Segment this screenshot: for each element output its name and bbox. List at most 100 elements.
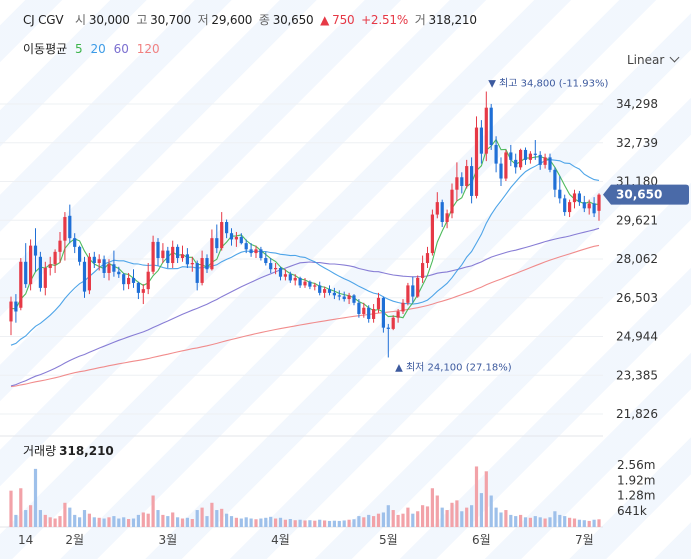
candle (484, 91, 488, 162)
current-price-tag: 30,650 (603, 184, 689, 205)
volume-bar (396, 514, 400, 527)
volume-bar (303, 520, 307, 527)
open-label: 시 (75, 13, 86, 27)
candle (308, 280, 312, 290)
candle-body (225, 222, 229, 234)
volume-bar (430, 488, 434, 527)
candle (597, 193, 601, 221)
candle-body (323, 289, 327, 293)
candle-body (523, 149, 528, 160)
candle-body (391, 317, 395, 329)
x-tick-label: 14 (18, 533, 33, 547)
volume-bar (68, 507, 72, 527)
volume-bar (131, 518, 136, 527)
y-tick-label: 28,062 (616, 252, 658, 266)
volume-bar (156, 510, 160, 527)
candle-body (29, 245, 33, 285)
candle-body (450, 189, 454, 214)
volume-bar (151, 495, 155, 527)
volume-bar (63, 502, 67, 527)
candle (24, 243, 28, 288)
candle (558, 176, 562, 204)
volume-bar (122, 517, 126, 527)
volume-bar (97, 517, 101, 527)
candle-body (592, 203, 596, 214)
candle-body (318, 285, 322, 293)
volume-bar (269, 516, 273, 527)
volume-bar (38, 510, 42, 527)
candle (102, 255, 106, 278)
candle-body (548, 157, 552, 170)
volume-bar (357, 516, 361, 527)
candle (43, 261, 47, 296)
candle (53, 249, 57, 273)
candle-body (347, 295, 351, 300)
volume-bar (234, 517, 238, 527)
candle (455, 162, 459, 201)
candle-body (376, 297, 381, 310)
close-value: 30,650 (272, 13, 314, 27)
candle (362, 302, 366, 318)
candle (195, 260, 199, 291)
candle (63, 212, 67, 261)
candle-body (78, 246, 82, 262)
candle (332, 287, 336, 300)
volume-bar (519, 514, 523, 527)
volume-tick-label: 641k (617, 504, 647, 518)
candle-body (538, 154, 542, 165)
candle-body (528, 153, 532, 160)
volume-bar (180, 518, 185, 527)
candle-body (244, 243, 248, 250)
volume-bar (391, 510, 395, 527)
volume-panel-value: 318,210 (59, 444, 114, 458)
volume-bar (166, 516, 170, 527)
candle (450, 183, 454, 219)
volume-bar (200, 507, 204, 527)
scale-dropdown[interactable]: Linear (627, 52, 680, 67)
volume-panel-label: 거래량 (23, 444, 57, 458)
candle-body (499, 163, 503, 179)
volume-bar (264, 517, 268, 527)
candle (376, 292, 381, 313)
candle-body (43, 267, 47, 288)
volume-bar (43, 514, 47, 527)
candle-body (396, 311, 400, 318)
candle-body (215, 238, 219, 249)
candle (33, 228, 38, 272)
candle-body (14, 301, 18, 312)
candle-body (87, 256, 91, 291)
candle (396, 309, 400, 323)
volume-bar (127, 519, 131, 527)
volume-bar (421, 505, 425, 527)
candle-body (298, 277, 302, 286)
candle (553, 167, 557, 198)
candle-body (357, 302, 361, 314)
candle (278, 266, 283, 281)
candle-body (151, 241, 155, 272)
ma-20-label: 20 (90, 42, 106, 56)
candle-body (327, 289, 332, 293)
volume-bar (283, 519, 287, 527)
candle (303, 277, 307, 288)
candle (92, 251, 96, 268)
candle (180, 245, 185, 262)
volume-panel-title: 거래량 318,210 (23, 442, 114, 459)
volume-bar (337, 520, 341, 527)
volume-bar (107, 517, 111, 527)
change-percent: +2.51% (361, 13, 409, 27)
ma-120-label: 120 (136, 42, 160, 56)
candle (156, 238, 160, 266)
y-tick-label: 21,826 (616, 407, 658, 421)
candle (229, 228, 234, 246)
volume-bar (435, 495, 439, 527)
candle (421, 255, 425, 283)
volume-bar (548, 517, 552, 527)
candle (577, 190, 581, 206)
current-price-tag-label: 30,650 (616, 188, 662, 202)
candle (572, 189, 577, 209)
candle (288, 271, 292, 283)
volume-bar (112, 516, 116, 527)
candle (249, 243, 253, 257)
volume-bar (528, 517, 532, 527)
